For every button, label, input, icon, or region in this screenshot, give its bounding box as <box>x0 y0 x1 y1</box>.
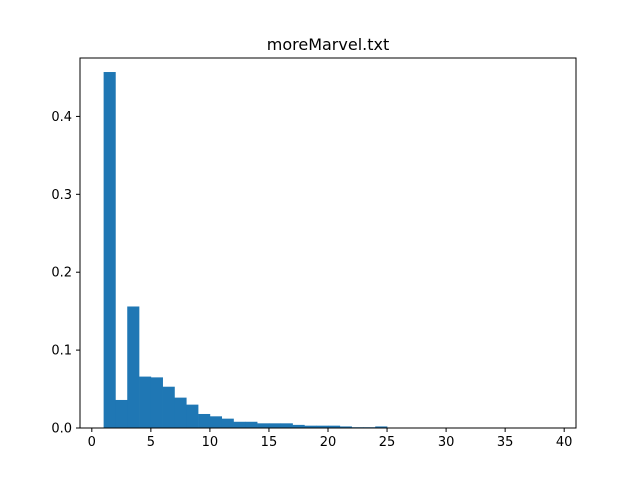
histogram-bar-3 <box>127 306 140 428</box>
x-tick-label: 35 <box>497 435 514 450</box>
histogram-bar-12 <box>233 421 246 428</box>
y-axis-ticks: 0.0 0.1 0.2 0.3 0.4 <box>51 110 80 437</box>
x-tick-label: 25 <box>379 435 396 450</box>
y-tick-label: 0.2 <box>51 266 72 281</box>
histogram-bar-14 <box>257 423 270 428</box>
histogram-bar-4 <box>139 376 152 428</box>
histogram-bar-9 <box>198 413 211 428</box>
histogram-bar-15 <box>268 423 282 428</box>
histogram-bar-6 <box>162 386 175 428</box>
histogram-bar-21 <box>339 426 352 428</box>
y-tick-label: 0.3 <box>51 188 72 203</box>
histogram-bar-2 <box>115 399 128 428</box>
chart-title: moreMarvel.txt <box>267 35 390 54</box>
histogram-bar-17 <box>292 424 305 428</box>
x-tick-label: 5 <box>147 435 155 450</box>
histogram-bar-19 <box>316 425 329 428</box>
plot-frame <box>79 57 577 429</box>
y-tick-label: 0.0 <box>51 422 72 437</box>
histogram-bar-5 <box>150 377 163 428</box>
histogram-bar-1 <box>103 72 116 428</box>
x-tick-label: 20 <box>320 435 337 450</box>
histogram-bar-24 <box>375 426 388 428</box>
y-tick-label: 0.4 <box>51 110 72 125</box>
histogram-bar-13 <box>245 421 258 428</box>
x-tick-label: 15 <box>261 435 278 450</box>
histogram-bar-16 <box>280 423 293 428</box>
x-tick-label: 40 <box>556 435 573 450</box>
x-tick-label: 30 <box>438 435 455 450</box>
x-axis-ticks: 0 5 10 15 20 25 30 35 40 <box>88 428 573 450</box>
bars-group <box>103 72 553 428</box>
histogram-bar-11 <box>221 418 234 428</box>
histogram-bar-20 <box>328 425 341 428</box>
histogram-bar-8 <box>186 404 199 428</box>
x-tick-label: 10 <box>202 435 219 450</box>
histogram-bar-7 <box>174 397 187 428</box>
x-tick-label: 0 <box>88 435 96 450</box>
y-tick-label: 0.1 <box>51 344 72 359</box>
histogram-bar-18 <box>304 425 317 428</box>
histogram-bar-10 <box>209 416 223 428</box>
